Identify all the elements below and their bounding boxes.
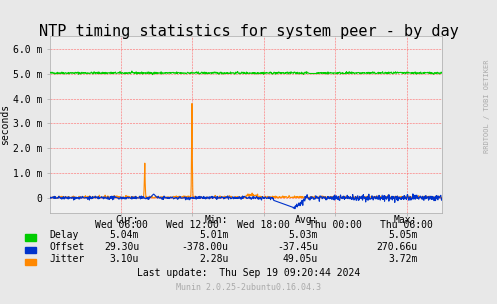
Text: 49.05u: 49.05u [283,254,318,264]
Text: Offset: Offset [50,242,85,252]
Text: 3.72m: 3.72m [388,254,417,264]
Text: NTP timing statistics for system peer - by day: NTP timing statistics for system peer - … [39,24,458,39]
Text: Jitter: Jitter [50,254,85,264]
Text: 5.05m: 5.05m [388,230,417,240]
Text: 270.66u: 270.66u [376,242,417,252]
Text: 5.04m: 5.04m [110,230,139,240]
Text: Munin 2.0.25-2ubuntu0.16.04.3: Munin 2.0.25-2ubuntu0.16.04.3 [176,283,321,292]
Text: Max:: Max: [394,216,417,226]
Text: 2.28u: 2.28u [199,254,229,264]
Text: RRDTOOL / TOBI OETIKER: RRDTOOL / TOBI OETIKER [484,60,490,153]
Y-axis label: seconds: seconds [0,104,10,145]
Text: Min:: Min: [205,216,229,226]
Text: 3.10u: 3.10u [110,254,139,264]
Text: Last update:  Thu Sep 19 09:20:44 2024: Last update: Thu Sep 19 09:20:44 2024 [137,268,360,278]
Text: -37.45u: -37.45u [277,242,318,252]
Text: 29.30u: 29.30u [104,242,139,252]
Text: Avg:: Avg: [295,216,318,226]
Text: 5.03m: 5.03m [289,230,318,240]
Text: -378.00u: -378.00u [181,242,229,252]
Text: Delay: Delay [50,230,79,240]
Text: Cur:: Cur: [116,216,139,226]
Text: 5.01m: 5.01m [199,230,229,240]
